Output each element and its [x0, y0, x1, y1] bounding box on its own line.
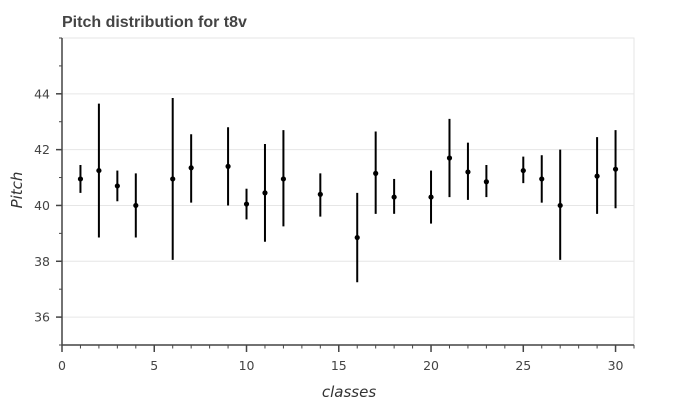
data-point: [243, 201, 250, 207]
data-point: [391, 194, 397, 200]
data-point: [428, 194, 434, 200]
x-tick-label: 20: [423, 358, 439, 373]
data-point: [612, 166, 619, 172]
x-tick-label: 15: [331, 358, 347, 373]
x-tick-label: 30: [608, 358, 624, 373]
data-point: [114, 183, 120, 189]
data-point: [465, 169, 471, 175]
data-point: [557, 202, 563, 209]
data-point: [262, 190, 268, 196]
y-tick-label: 44: [34, 86, 50, 101]
y-tick-label: 42: [34, 142, 50, 157]
data-point: [280, 176, 287, 182]
data-point: [188, 165, 194, 171]
x-axis-label: classes: [322, 383, 376, 401]
data-point: [170, 176, 176, 182]
y-tick-label: 38: [34, 254, 50, 269]
axes: 36 38 40 42 44 0 5 10 15 20 25 30: [34, 37, 635, 373]
data-marks: [77, 98, 619, 283]
data-point: [373, 170, 379, 176]
data-point: [446, 155, 453, 161]
data-point: [539, 176, 545, 182]
chart-title: Pitch distribution for t8v: [62, 14, 247, 31]
x-tick-label: 25: [515, 358, 531, 373]
data-point: [77, 176, 84, 182]
x-tick-label: 10: [239, 358, 255, 373]
y-tick-label: 36: [34, 310, 50, 325]
y-axis-label: Pitch: [8, 172, 26, 209]
data-point: [483, 179, 489, 185]
x-tick-label: 0: [58, 358, 66, 373]
y-tick-label: 40: [34, 198, 50, 213]
data-point: [354, 234, 360, 241]
data-point: [594, 173, 600, 179]
plot-frame: [61, 37, 635, 346]
grid-lines: [61, 37, 635, 346]
data-point: [317, 191, 323, 197]
data-point: [225, 163, 231, 169]
x-tick-label: 5: [150, 358, 158, 373]
data-point: [133, 202, 139, 209]
data-point: [520, 167, 526, 174]
data-point: [96, 167, 102, 174]
